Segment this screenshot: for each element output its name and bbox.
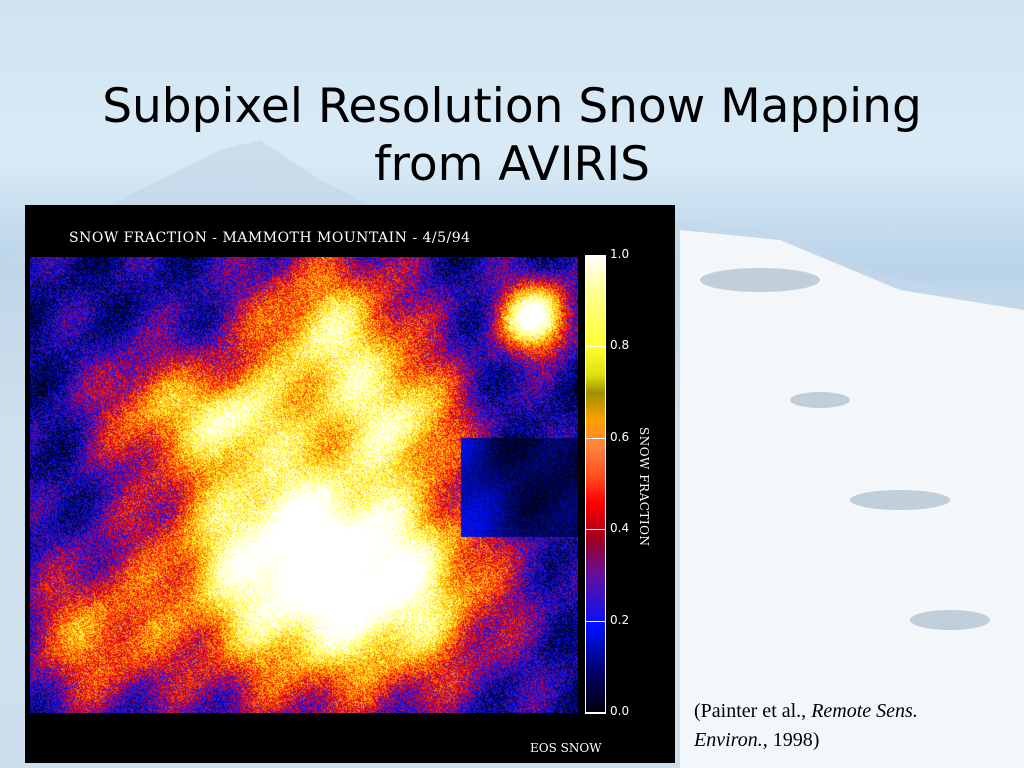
- colorbar-tick-label: 0.8: [610, 338, 630, 353]
- slide-title: Subpixel Resolution Snow Mapping from AV…: [0, 78, 1024, 194]
- colorbar-tick: [585, 346, 606, 348]
- colorbar: [585, 255, 606, 714]
- citation-journal-1: Remote Sens.: [811, 700, 918, 722]
- citation-prefix: (Painter et al.,: [694, 700, 812, 722]
- slide-title-line1: Subpixel Resolution Snow Mapping: [102, 79, 922, 134]
- citation: (Painter et al., Remote Sens. Environ., …: [694, 697, 918, 755]
- colorbar-tick: [585, 255, 606, 256]
- citation-year: 1998): [767, 729, 820, 751]
- colorbar-tick: [585, 437, 606, 439]
- colorbar-tick: [585, 529, 606, 531]
- snow-fraction-map-image: [30, 257, 578, 713]
- snow-fraction-figure: SNOW FRACTION - MAMMOTH MOUNTAIN - 4/5/9…: [25, 205, 675, 763]
- figure-footer: EOS SNOW: [530, 741, 602, 755]
- colorbar-tick: [585, 712, 606, 713]
- citation-journal-2: Environ.,: [694, 729, 768, 751]
- figure-title: SNOW FRACTION - MAMMOTH MOUNTAIN - 4/5/9…: [69, 230, 471, 246]
- colorbar-tick-label: 0.0: [610, 704, 630, 718]
- colorbar-tick-label: 0.2: [610, 612, 630, 627]
- slide-title-line2: from AVIRIS: [374, 137, 650, 192]
- colorbar-tick-label: 0.6: [610, 429, 630, 444]
- colorbar-tick-label: 0.4: [610, 521, 630, 536]
- colorbar-label: SNOW FRACTION: [637, 427, 651, 547]
- colorbar-tick-label: 1.0: [610, 247, 630, 261]
- colorbar-tick: [585, 620, 606, 622]
